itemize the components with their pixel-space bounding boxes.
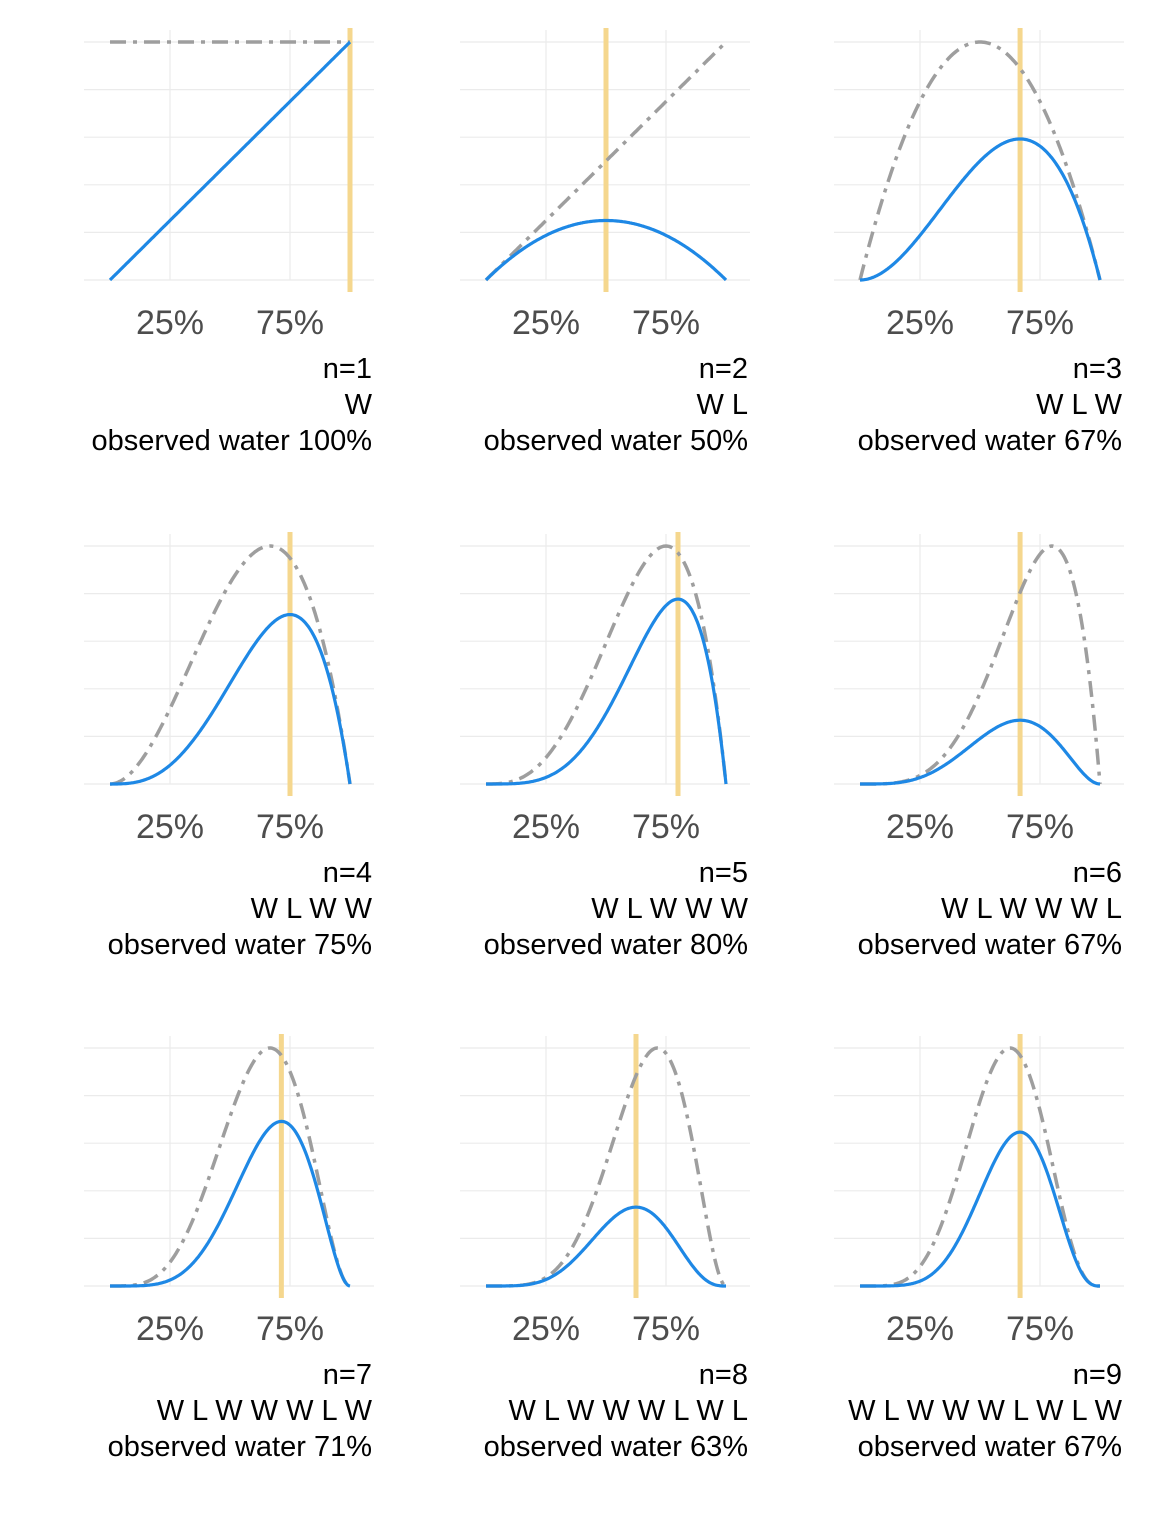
prior-curve: [860, 1046, 1100, 1288]
x-tick-label: 75%: [256, 808, 324, 846]
sample-size-label: n=6: [1072, 857, 1122, 889]
x-tick-label: 75%: [632, 808, 700, 846]
x-tick-label: 75%: [632, 1310, 700, 1348]
sequence-label: W L: [696, 389, 748, 421]
x-tick-label: 75%: [1006, 1310, 1074, 1348]
sequence-label: W L W W W L: [941, 893, 1122, 925]
x-tick-label: 25%: [136, 304, 204, 342]
posterior-curve: [485, 597, 728, 786]
sample-size-label: n=8: [698, 1359, 748, 1391]
observed-water-label: observed water 67%: [857, 1431, 1122, 1463]
posterior-curve: [108, 40, 352, 282]
sequence-label: W L W W W L W L W: [848, 1395, 1122, 1427]
prior-curve: [110, 544, 352, 786]
observed-water-label: observed water 71%: [107, 1431, 372, 1463]
observed-water-label: observed water 75%: [107, 929, 372, 961]
panel-plot: 25% 75%: [460, 532, 750, 846]
x-tick-label: 75%: [1006, 808, 1074, 846]
sample-size-label: n=5: [698, 857, 748, 889]
prior-curve: [484, 40, 728, 282]
posterior-curve: [859, 718, 1101, 786]
x-tick-label: 75%: [256, 304, 324, 342]
sequence-label: W L W W: [250, 893, 372, 925]
observed-water-label: observed water 63%: [483, 1431, 748, 1463]
posterior-curve: [484, 218, 728, 282]
panel-n9: 25% 75% n=9 W L W W W L W L W observed water…: [820, 1026, 1152, 1496]
panel-n8: 25% 75% n=8 W L W W W L W L observed water 6…: [446, 1026, 816, 1496]
prior-curve: [486, 544, 728, 786]
sample-size-label: n=7: [322, 1359, 372, 1391]
observed-water-label: observed water 100%: [91, 425, 373, 457]
posterior-curve: [859, 1130, 1101, 1288]
x-tick-label: 25%: [886, 808, 954, 846]
observed-water-label: observed water 67%: [857, 929, 1122, 961]
x-tick-label: 25%: [512, 304, 580, 342]
panel-n5: 25% 75% n=5 W L W W W observed water 80%: [446, 524, 816, 994]
x-tick-label: 75%: [1006, 304, 1074, 342]
prior-curve: [486, 1046, 727, 1288]
x-tick-label: 25%: [136, 1310, 204, 1348]
posterior-curve: [109, 613, 352, 786]
prior-curve: [110, 1046, 351, 1288]
sequence-label: W L W W W: [591, 893, 748, 925]
panel-plot: 25% 75%: [834, 532, 1124, 846]
panel-plot: 25% 75%: [460, 28, 750, 342]
sequence-label: W L W W W L W: [156, 1395, 372, 1427]
sample-size-label: n=4: [322, 857, 372, 889]
panel-plot: 25% 75%: [84, 532, 374, 846]
x-tick-label: 25%: [886, 304, 954, 342]
sample-size-label: n=9: [1072, 1359, 1122, 1391]
observed-water-label: observed water 67%: [857, 425, 1122, 457]
x-tick-label: 25%: [886, 1310, 954, 1348]
x-tick-label: 75%: [632, 304, 700, 342]
panel-n2: 25% 75% n=2 W L observed water 50%: [446, 20, 816, 490]
sequence-label: W L W W W L W L: [508, 1395, 749, 1427]
x-tick-label: 25%: [136, 808, 204, 846]
posterior-curve: [485, 1205, 727, 1288]
panel-plot: 25% 75%: [84, 1034, 374, 1348]
panel-n3: 25% 75% n=3 W L W observed water 67%: [820, 20, 1152, 490]
posterior-curve: [859, 137, 1102, 282]
posterior-curve: [109, 1119, 351, 1288]
sample-size-label: n=2: [698, 353, 748, 385]
observed-water-label: observed water 50%: [483, 425, 748, 457]
panel-plot: 25% 75%: [834, 1034, 1124, 1348]
x-tick-label: 75%: [256, 1310, 324, 1348]
x-tick-label: 25%: [512, 1310, 580, 1348]
x-tick-label: 25%: [512, 808, 580, 846]
panel-plot: 25% 75%: [460, 1034, 750, 1348]
sequence-label: W: [344, 389, 372, 421]
prior-curve: [858, 40, 1102, 281]
panel-n4: 25% 75% n=4 W L W W observed water 75%: [70, 524, 440, 994]
panel-plot: 25% 75%: [834, 28, 1124, 342]
observed-water-label: observed water 80%: [483, 929, 748, 961]
panel-n6: 25% 75% n=6 W L W W W L observed water 67%: [820, 524, 1152, 994]
sequence-label: W L W: [1036, 389, 1122, 421]
panel-plot: 25% 75%: [84, 28, 374, 342]
sample-size-label: n=3: [1072, 353, 1122, 385]
panel-n7: 25% 75% n=7 W L W W W L W observed water 71%: [70, 1026, 440, 1496]
sample-size-label: n=1: [322, 353, 372, 385]
